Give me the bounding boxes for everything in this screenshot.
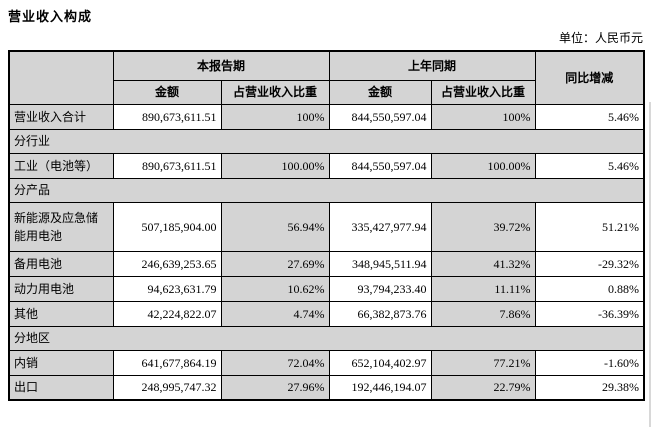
table-row-total-revenue: 营业收入合计 890,673,611.51 100% 844,550,597.0… bbox=[8, 103, 645, 130]
table-row-others: 其他 42,224,822.07 4.74% 66,382,873.76 7.8… bbox=[8, 300, 645, 327]
yoy-change-cell: -1.60% bbox=[534, 349, 645, 376]
prior-share-cell: 100.00% bbox=[430, 152, 536, 179]
table-row-backup-batteries: 备用电池 246,639,253.65 27.69% 348,945,511.9… bbox=[8, 250, 645, 277]
current-share-cell: 72.04% bbox=[220, 349, 330, 376]
current-amount-cell: 94,623,631.79 bbox=[112, 275, 222, 302]
column-header-prior-period: 上年同期 bbox=[328, 50, 536, 81]
unit-label: 单位：人民币元 bbox=[558, 31, 643, 45]
revenue-composition-table: 本报告期 上年同期 同比增减 金额 占营业收入比重 金额 占营业收入比重 营业收… bbox=[8, 50, 646, 401]
section-row-by-product: 分产品 bbox=[8, 177, 645, 203]
current-amount-cell: 890,673,611.51 bbox=[112, 103, 222, 130]
prior-amount-cell: 192,446,194.07 bbox=[328, 374, 432, 401]
column-header-amount-prior: 金额 bbox=[328, 79, 432, 105]
page-title: 营业收入构成 bbox=[8, 9, 93, 24]
corner-cell bbox=[8, 50, 114, 105]
row-label: 其他 bbox=[8, 300, 114, 327]
row-label: 出口 bbox=[8, 374, 114, 401]
table-row-export: 出口 248,995,747.32 27.96% 192,446,194.07 … bbox=[8, 374, 645, 401]
prior-share-cell: 100% bbox=[430, 103, 536, 130]
section-row-by-region: 分地区 bbox=[8, 325, 645, 351]
current-share-cell: 4.74% bbox=[220, 300, 330, 327]
current-amount-cell: 42,224,822.07 bbox=[112, 300, 222, 327]
table-row-industrial-batteries: 工业（电池等） 890,673,611.51 100.00% 844,550,5… bbox=[8, 152, 645, 179]
column-header-share-current: 占营业收入比重 bbox=[220, 79, 330, 105]
column-header-share-prior: 占营业收入比重 bbox=[430, 79, 536, 105]
prior-share-cell: 39.72% bbox=[430, 201, 536, 252]
prior-share-cell: 7.86% bbox=[430, 300, 536, 327]
current-share-cell: 27.69% bbox=[220, 250, 330, 277]
prior-share-cell: 41.32% bbox=[430, 250, 536, 277]
row-label: 新能源及应急储能用电池 bbox=[8, 201, 114, 252]
header-row-periods: 本报告期 上年同期 同比增减 bbox=[8, 50, 645, 105]
yoy-change-cell: -36.39% bbox=[534, 300, 645, 327]
table-row-power-batteries: 动力用电池 94,623,631.79 10.62% 93,794,233.40… bbox=[8, 275, 645, 302]
section-row-by-industry: 分行业 bbox=[8, 128, 645, 154]
current-amount-cell: 246,639,253.65 bbox=[112, 250, 222, 277]
prior-amount-cell: 335,427,977.94 bbox=[328, 201, 432, 252]
row-label: 动力用电池 bbox=[8, 275, 114, 302]
prior-share-cell: 11.11% bbox=[430, 275, 536, 302]
yoy-change-cell: 0.88% bbox=[534, 275, 645, 302]
prior-amount-cell: 652,104,402.97 bbox=[328, 349, 432, 376]
column-header-current-period: 本报告期 bbox=[112, 50, 330, 81]
current-share-cell: 56.94% bbox=[220, 201, 330, 252]
section-label: 分地区 bbox=[8, 325, 645, 351]
section-label: 分产品 bbox=[8, 177, 645, 203]
prior-amount-cell: 93,794,233.40 bbox=[328, 275, 432, 302]
row-label: 营业收入合计 bbox=[8, 103, 114, 130]
current-share-cell: 10.62% bbox=[220, 275, 330, 302]
header-row-metrics: 金额 占营业收入比重 金额 占营业收入比重 bbox=[9, 79, 644, 105]
column-header-amount-current: 金额 bbox=[112, 79, 222, 105]
yoy-change-cell: 51.21% bbox=[534, 201, 645, 252]
section-label: 分行业 bbox=[8, 128, 645, 154]
current-amount-cell: 507,185,904.00 bbox=[112, 201, 222, 252]
current-amount-cell: 890,673,611.51 bbox=[112, 152, 222, 179]
table-row-domestic-sales: 内销 641,677,864.19 72.04% 652,104,402.97 … bbox=[8, 349, 645, 376]
yoy-change-cell: 5.46% bbox=[534, 103, 645, 130]
yoy-change-cell: -29.32% bbox=[534, 250, 645, 277]
row-label: 备用电池 bbox=[8, 250, 114, 277]
prior-amount-cell: 348,945,511.94 bbox=[328, 250, 432, 277]
page-edge-line bbox=[649, 102, 651, 427]
row-label: 工业（电池等） bbox=[8, 152, 114, 179]
yoy-change-cell: 29.38% bbox=[534, 374, 645, 401]
prior-share-cell: 22.79% bbox=[430, 374, 536, 401]
column-header-yoy-change: 同比增减 bbox=[534, 50, 645, 105]
prior-amount-cell: 844,550,597.04 bbox=[328, 152, 432, 179]
current-share-cell: 100% bbox=[220, 103, 330, 130]
prior-share-cell: 77.21% bbox=[430, 349, 536, 376]
table-row-new-energy-storage-batteries: 新能源及应急储能用电池 507,185,904.00 56.94% 335,42… bbox=[8, 201, 645, 252]
row-label: 内销 bbox=[8, 349, 114, 376]
current-share-cell: 100.00% bbox=[220, 152, 330, 179]
current-amount-cell: 248,995,747.32 bbox=[112, 374, 222, 401]
current-amount-cell: 641,677,864.19 bbox=[112, 349, 222, 376]
prior-amount-cell: 66,382,873.76 bbox=[328, 300, 432, 327]
current-share-cell: 27.96% bbox=[220, 374, 330, 401]
prior-amount-cell: 844,550,597.04 bbox=[328, 103, 432, 130]
yoy-change-cell: 5.46% bbox=[534, 152, 645, 179]
